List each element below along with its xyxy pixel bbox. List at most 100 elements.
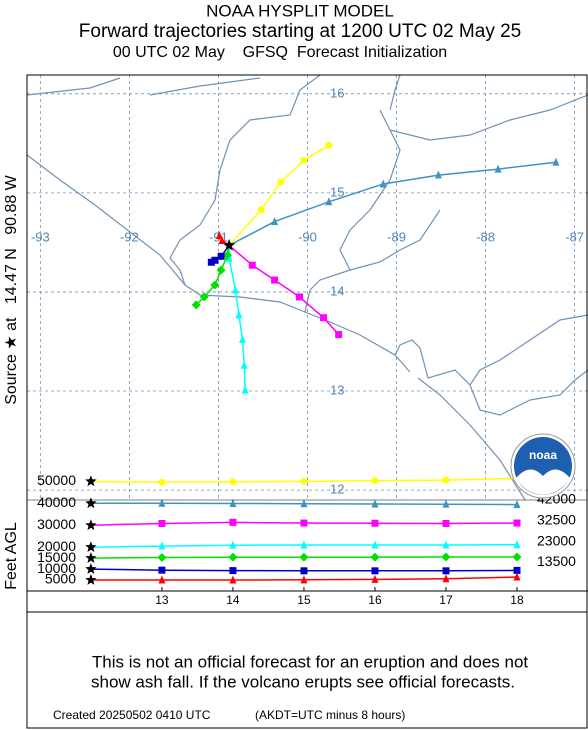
marker (300, 499, 308, 508)
marker (441, 552, 451, 562)
marker (277, 178, 285, 186)
marker (300, 519, 308, 527)
marker (228, 552, 238, 562)
timezone: (AKDT=UTC minus 8 hours) (255, 708, 405, 722)
marker (325, 141, 333, 149)
marker (371, 567, 379, 575)
x-tick-label: -92 (120, 229, 139, 244)
marker (442, 574, 450, 583)
marker (513, 566, 521, 574)
x-tick-label: -89 (387, 229, 406, 244)
marker (238, 335, 246, 344)
y-tick-label: 15 (330, 184, 344, 199)
y-tick-label: 16 (330, 85, 344, 100)
marker (217, 252, 225, 260)
marker (300, 575, 308, 584)
y-tick-label: 50000 (37, 472, 76, 488)
marker (513, 572, 521, 581)
marker (300, 477, 308, 485)
marker (552, 157, 560, 166)
marker (442, 499, 450, 508)
disclaimer: show ash fall. If the volcano erupts see… (91, 672, 515, 691)
y-tick-label: 10000 (37, 560, 76, 576)
marker (442, 567, 450, 575)
marker (379, 179, 387, 188)
map-outline (27, 75, 588, 500)
marker (229, 499, 237, 508)
marker (371, 499, 379, 508)
y-axis-label: Feet AGL (3, 522, 20, 590)
marker (257, 206, 265, 214)
marker (442, 476, 450, 484)
marker (371, 519, 379, 527)
marker (434, 170, 442, 179)
x-tick-label: 14 (226, 593, 240, 607)
marker (271, 217, 279, 226)
marker (299, 552, 309, 562)
marker (210, 280, 220, 290)
marker (222, 250, 232, 260)
y-tick-label: 14 (330, 283, 344, 298)
marker (229, 567, 237, 575)
marker (216, 265, 226, 275)
marker (158, 478, 166, 486)
source-star (85, 519, 97, 531)
marker (300, 156, 308, 164)
marker (218, 235, 226, 244)
source-star (85, 475, 97, 487)
marker (442, 540, 450, 549)
marker (325, 197, 333, 206)
marker (229, 540, 237, 549)
marker (191, 300, 201, 310)
marker (229, 575, 237, 584)
y2-tick-label: 32500 (537, 511, 576, 527)
marker (371, 477, 379, 485)
info: 00 UTC 02 May GFSQ Forecast Initializati… (113, 44, 447, 61)
x-tick-label: 18 (510, 593, 524, 607)
trajectory-line (228, 244, 340, 336)
marker (157, 552, 167, 562)
marker (335, 331, 343, 339)
y-tick-label: 13 (330, 382, 344, 397)
source-star (223, 239, 235, 251)
y2-tick-label: 13500 (537, 553, 576, 569)
source-star (85, 552, 97, 563)
marker (158, 519, 166, 527)
x-tick-label: -90 (298, 229, 317, 244)
plot-frame (26, 74, 588, 613)
x-tick-label: -87 (565, 229, 584, 244)
disclaimer: This is not an official forecast for an … (92, 652, 529, 671)
x-tick-label: -93 (31, 229, 50, 244)
marker (235, 310, 243, 319)
x-tick-label: -88 (476, 229, 495, 244)
subtitle: Forward trajectories starting at 1200 UT… (79, 21, 521, 42)
y-tick-label: 30000 (37, 516, 76, 532)
marker (295, 293, 303, 301)
marker (513, 500, 521, 509)
marker (512, 552, 522, 562)
marker (300, 540, 308, 549)
x-tick-label: 16 (368, 593, 382, 607)
marker (229, 478, 237, 486)
marker (248, 261, 256, 269)
title: NOAA HYSPLIT MODEL (206, 1, 394, 20)
marker (215, 230, 223, 239)
source-star (85, 541, 97, 552)
marker (229, 518, 237, 526)
marker (442, 519, 450, 527)
source-star (85, 497, 97, 509)
marker (494, 164, 502, 173)
y-tick-label: 5000 (45, 571, 76, 587)
marker (320, 314, 328, 322)
marker (158, 575, 166, 584)
logo: noaa (510, 433, 576, 499)
source-star (85, 563, 97, 574)
marker (207, 258, 215, 266)
marker (371, 540, 379, 549)
marker (370, 552, 380, 562)
marker (513, 540, 521, 549)
marker (199, 292, 209, 302)
y-tick-label: 40000 (37, 494, 76, 510)
marker (271, 276, 279, 284)
